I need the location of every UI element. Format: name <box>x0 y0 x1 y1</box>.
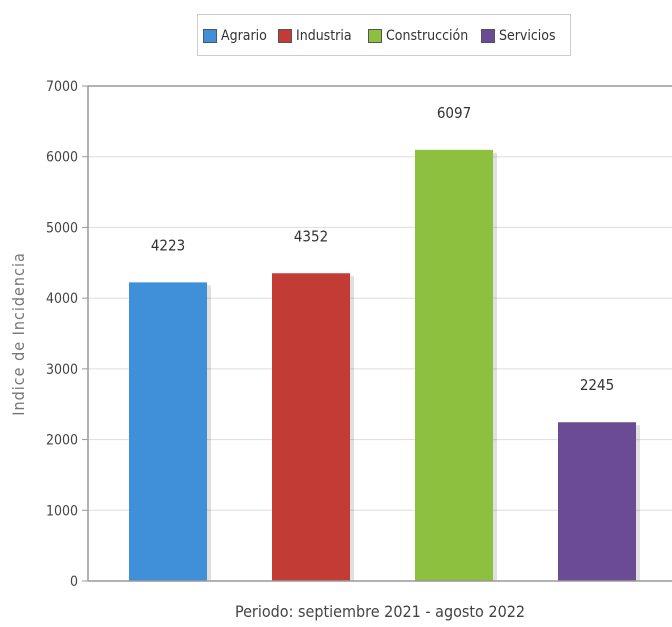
legend-swatch <box>481 29 495 43</box>
bar-shadow <box>350 276 354 581</box>
y-tick-label: 2000 <box>46 433 78 449</box>
legend-label: Construcción <box>386 28 469 44</box>
legend: Agrario Industria Construcción Servicios <box>197 14 571 56</box>
data-label: 6097 <box>437 104 471 122</box>
legend-item[interactable]: Industria <box>278 26 352 46</box>
data-label: 4352 <box>294 227 328 245</box>
y-tick-label: 3000 <box>46 362 78 378</box>
bar-shadow <box>636 425 640 581</box>
legend-swatch <box>203 29 217 43</box>
bar-agrario[interactable] <box>129 282 207 581</box>
y-tick-label: 6000 <box>46 150 78 166</box>
bar-servicios[interactable] <box>558 422 636 581</box>
y-tick-label: 4000 <box>46 291 78 307</box>
data-label: 4223 <box>151 236 185 254</box>
legend-label: Agrario <box>221 28 267 44</box>
y-tick-label: 5000 <box>46 220 78 236</box>
bars <box>129 149 640 582</box>
bar-construcción[interactable] <box>415 149 493 582</box>
bar-shadow <box>493 152 497 582</box>
legend-item[interactable]: Agrario <box>203 26 267 46</box>
y-tick-label: 1000 <box>46 503 78 519</box>
legend-swatch <box>278 29 292 43</box>
legend-label: Industria <box>296 28 352 44</box>
y-axis-ticks: 0 1000 2000 3000 4000 5000 6000 7000 <box>46 79 88 590</box>
y-tick-label: 0 <box>70 574 78 590</box>
y-axis-title: Indice de Incidencia <box>9 252 28 416</box>
bar-shadow <box>207 285 211 581</box>
y-tick-label: 7000 <box>46 79 78 95</box>
data-labels: 4223 4352 6097 2245 <box>151 104 614 394</box>
legend-swatch <box>368 29 382 43</box>
data-label: 2245 <box>580 376 614 394</box>
bar-industria[interactable] <box>272 273 350 581</box>
legend-item[interactable]: Construcción <box>368 26 468 46</box>
legend-label: Servicios <box>499 28 556 44</box>
legend-item[interactable]: Servicios <box>481 26 556 46</box>
x-axis-title: Periodo: septiembre 2021 - agosto 2022 <box>235 602 525 621</box>
